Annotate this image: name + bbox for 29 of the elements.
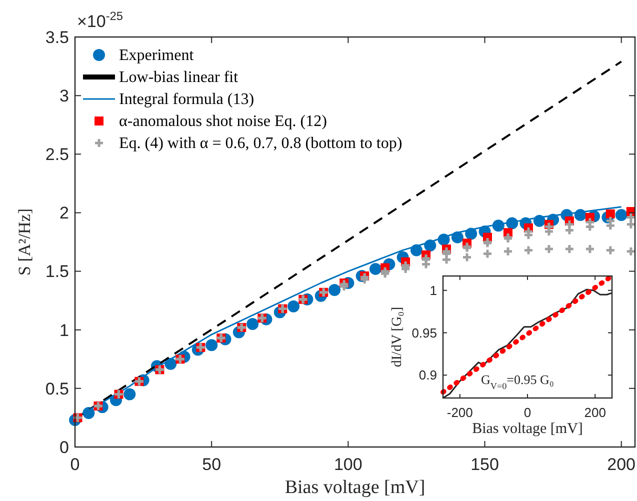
y-tick-label: 0.9 (418, 368, 437, 383)
legend-label: Low-bias linear fit (119, 69, 239, 86)
legend-label: α-anomalous shot noise Eq. (12) (119, 113, 327, 130)
x-axis-title: Bias voltage [mV] (284, 476, 426, 498)
legend-label: Eq. (4) with α = 0.6, 0.7, 0.8 (bottom to top) (119, 135, 402, 152)
x-tick-label: 0 (524, 405, 532, 420)
y-tick-label: 3 (60, 86, 69, 106)
annotation: G$_{V=0}$=0.95 G₀ (481, 372, 554, 391)
y-axis-title: dI/dV [G₀] (390, 306, 405, 368)
legend-label: Experiment (119, 47, 194, 64)
y-tick-label: 1.5 (45, 262, 69, 282)
y-tick-label: 0 (60, 438, 69, 457)
legend-label: Integral formula (13) (119, 91, 254, 108)
y-tick-label: 0.5 (45, 379, 69, 398)
text: ×10$^{-25}$ (77, 9, 124, 31)
x-tick-label: -200 (446, 405, 473, 420)
y-tick-label: 3.5 (45, 28, 69, 47)
y-tick-label: 1 (60, 320, 69, 340)
x-tick-label: 100 (334, 455, 362, 474)
y-axis-title: S [A²/Hz] (15, 208, 34, 276)
x-tick-label: 200 (584, 405, 606, 420)
x-tick-label: 50 (202, 455, 222, 474)
x-tick-label: 150 (470, 455, 499, 474)
y-tick-label: 1 (430, 282, 437, 298)
y-tick-label: 2.5 (45, 145, 69, 164)
x-axis-title: Bias voltage [mV] (472, 421, 583, 438)
y-tick-label: 2 (60, 204, 69, 223)
x-tick-label: 200 (607, 455, 636, 474)
y-tick-label: 0.95 (412, 325, 437, 340)
